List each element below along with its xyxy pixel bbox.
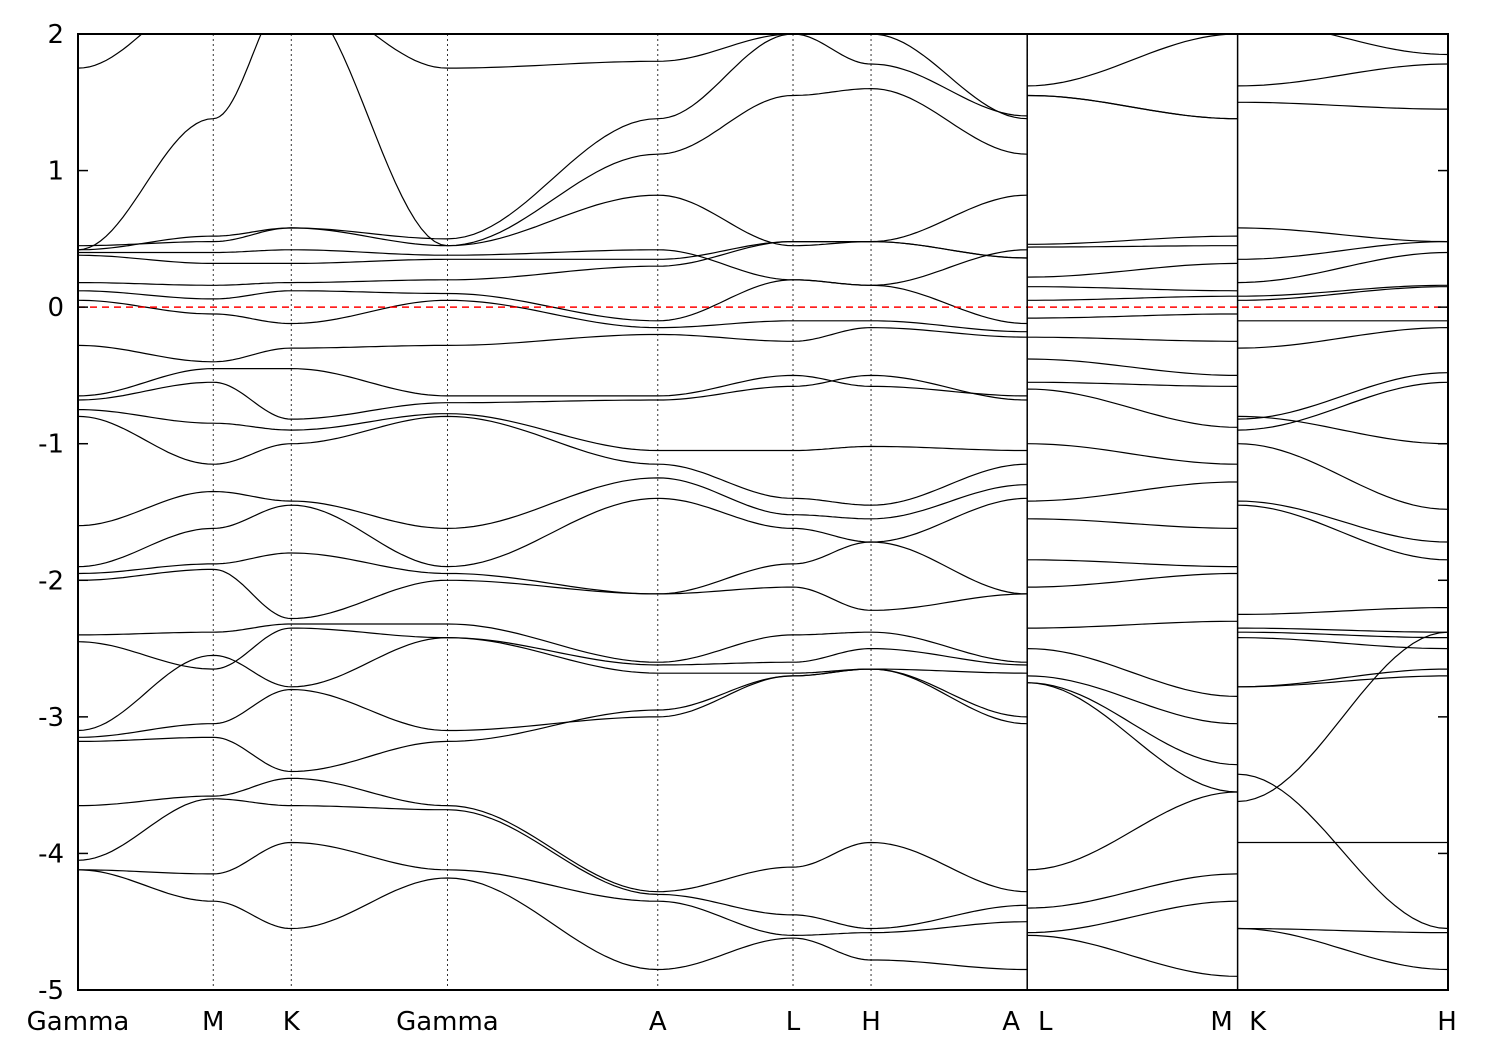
band-line-6 bbox=[78, 241, 1448, 297]
x-tick-label: K bbox=[1249, 1007, 1267, 1037]
y-tick-label: -3 bbox=[38, 703, 64, 733]
y-tick-label: 2 bbox=[47, 20, 64, 50]
y-tick-label: 0 bbox=[47, 293, 64, 323]
x-axis: Gamma M K Gamma A L H A L M K H bbox=[27, 1007, 1457, 1037]
band-line-22 bbox=[78, 631, 1448, 803]
band-line-9 bbox=[78, 326, 1448, 363]
band-line-17 bbox=[78, 568, 1448, 633]
band-line-23 bbox=[78, 773, 1448, 930]
band-lines bbox=[78, 34, 1448, 977]
y-tick-label: 1 bbox=[47, 157, 64, 187]
x-tick-label: Gamma bbox=[396, 1007, 499, 1037]
y-tick-label: -1 bbox=[38, 430, 64, 460]
x-tick-label: H bbox=[1437, 1007, 1457, 1037]
band-line-10 bbox=[78, 358, 1448, 420]
y-tick-label: -4 bbox=[38, 839, 64, 869]
band-line-8 bbox=[78, 299, 1448, 333]
y-axis: 2 1 0 -1 -2 -3 -4 -5 bbox=[38, 20, 1448, 1006]
x-tick-label: H bbox=[861, 1007, 881, 1037]
band-line-13 bbox=[78, 415, 1448, 510]
path-break-lines bbox=[1026, 34, 1239, 990]
band-line-18 bbox=[78, 620, 1448, 663]
band-line-11 bbox=[78, 374, 1448, 431]
y-tick-label: -5 bbox=[38, 976, 64, 1006]
band-line-7 bbox=[78, 279, 1448, 325]
band-line-16 bbox=[78, 541, 1448, 615]
x-tick-label: K bbox=[283, 1007, 301, 1037]
band-line-3 bbox=[78, 194, 1448, 251]
band-line-2 bbox=[78, 34, 1448, 247]
x-tick-label: L bbox=[786, 1007, 801, 1037]
x-tick-label: L bbox=[1038, 1007, 1053, 1037]
plot-frame bbox=[77, 33, 1449, 991]
x-tick-label: M bbox=[202, 1007, 224, 1037]
band-line-20 bbox=[78, 636, 1448, 732]
kpoint-gridlines bbox=[212, 34, 1239, 990]
band-line-19 bbox=[78, 627, 1448, 697]
band-line-12 bbox=[78, 388, 1448, 452]
x-tick-label: Gamma bbox=[27, 1007, 130, 1037]
band-line-15 bbox=[78, 497, 1448, 568]
y-tick-label: -2 bbox=[38, 566, 64, 596]
band-line-1 bbox=[78, 34, 1448, 251]
x-tick-label: A bbox=[649, 1007, 667, 1037]
band-line-21 bbox=[78, 668, 1448, 766]
band-line-0 bbox=[78, 34, 1448, 120]
band-line-24 bbox=[78, 798, 1448, 930]
band-line-26 bbox=[78, 869, 1448, 977]
band-line-14 bbox=[78, 477, 1448, 543]
x-tick-label: M bbox=[1210, 1007, 1232, 1037]
x-tick-label: A bbox=[1002, 1007, 1020, 1037]
band-line-25 bbox=[78, 841, 1448, 936]
